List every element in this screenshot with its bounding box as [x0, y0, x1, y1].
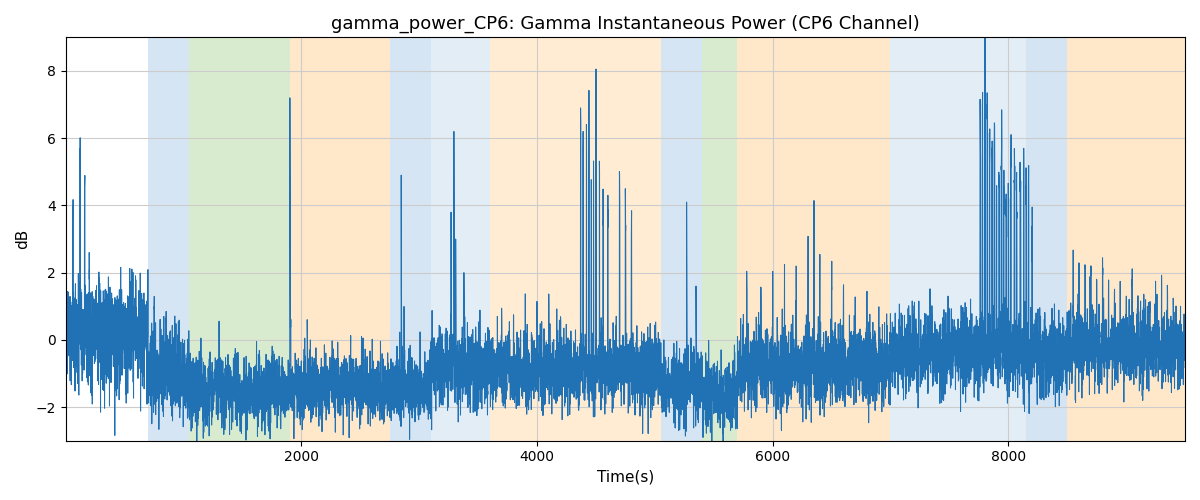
- Bar: [148, 38, 190, 440]
- Bar: [1067, 38, 1186, 440]
- Bar: [890, 38, 1067, 440]
- Bar: [490, 38, 661, 440]
- Bar: [1026, 38, 1067, 440]
- Bar: [289, 38, 390, 440]
- Y-axis label: dB: dB: [16, 229, 30, 249]
- Title: gamma_power_CP6: Gamma Instantaneous Power (CP6 Channel): gamma_power_CP6: Gamma Instantaneous Pow…: [331, 15, 919, 34]
- Bar: [190, 38, 289, 440]
- Bar: [390, 38, 431, 440]
- Bar: [431, 38, 490, 440]
- Bar: [737, 38, 890, 440]
- Bar: [702, 38, 737, 440]
- Bar: [661, 38, 702, 440]
- X-axis label: Time(s): Time(s): [596, 470, 654, 485]
